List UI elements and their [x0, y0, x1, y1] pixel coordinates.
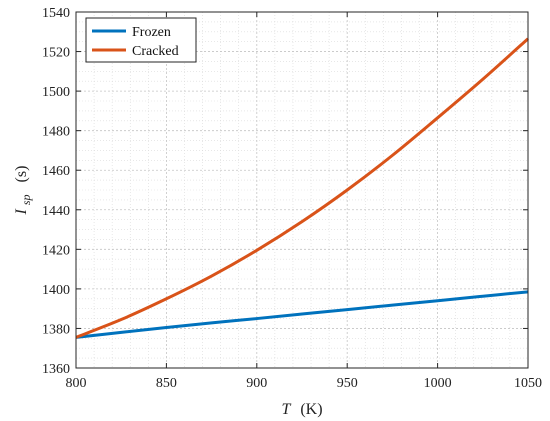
- legend-label-cracked: Cracked: [132, 44, 179, 59]
- axis-ticks: [75, 11, 529, 369]
- x-axis-unit: (K): [300, 401, 322, 418]
- y-tick-label: 1440: [42, 204, 70, 219]
- legend-box: [85, 17, 197, 63]
- y-tick-label: 1460: [42, 164, 70, 179]
- y-tick-label: 1500: [42, 85, 70, 100]
- x-tick-label: 950: [337, 376, 358, 391]
- y-tick-label: 1360: [42, 362, 70, 377]
- y-tick-label: 1420: [42, 243, 70, 258]
- y-tick-label: 1520: [42, 46, 70, 61]
- y-tick-labels: 1360 1380 1400 1420 1440 1460 1480 1500 1520 1540: [42, 6, 70, 377]
- series-layer: [75, 37, 530, 339]
- x-tick-label: 850: [156, 376, 177, 391]
- x-tick-label: 1000: [424, 376, 452, 391]
- plot-frame: [75, 11, 529, 369]
- y-tick-label: 1480: [42, 125, 70, 140]
- series-line-frozen: [75, 290, 529, 339]
- legend: Frozen Cracked: [85, 17, 197, 63]
- y-axis-symbol: I: [13, 208, 30, 215]
- x-axis-symbol: T: [281, 401, 291, 418]
- x-tick-label: 1050: [514, 376, 542, 391]
- x-axis-label: T (K): [281, 401, 322, 418]
- y-tick-label: 1540: [42, 6, 70, 21]
- x-tick-label: 800: [66, 376, 87, 391]
- x-tick-label: 900: [246, 376, 267, 391]
- x-tick-labels: 800 850 900 950 1000 1050: [66, 376, 543, 391]
- y-axis-label: I sp (s): [13, 166, 34, 216]
- y-axis-subscript: sp: [19, 194, 33, 205]
- series-line-cracked: [75, 37, 530, 339]
- y-axis-unit: (s): [13, 166, 30, 183]
- y-tick-label: 1400: [42, 283, 70, 298]
- y-tick-label: 1380: [42, 322, 70, 337]
- legend-label-frozen: Frozen: [132, 25, 171, 40]
